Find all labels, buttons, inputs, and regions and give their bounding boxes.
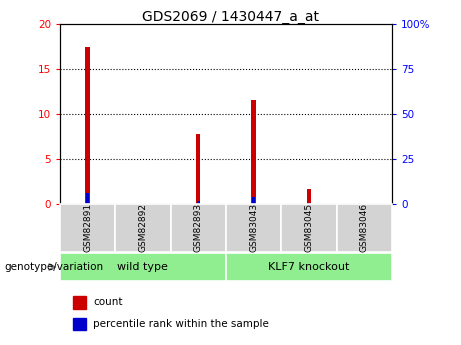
Text: GSM83045: GSM83045: [304, 203, 313, 252]
Bar: [73, 318, 87, 330]
Bar: [251, 100, 256, 204]
FancyBboxPatch shape: [115, 204, 171, 252]
Text: wild type: wild type: [118, 262, 168, 272]
Text: GSM83046: GSM83046: [360, 203, 369, 252]
Text: GSM82893: GSM82893: [194, 203, 203, 252]
FancyBboxPatch shape: [226, 253, 392, 281]
Text: GSM82891: GSM82891: [83, 203, 92, 252]
Bar: [252, 197, 255, 204]
Bar: [86, 193, 89, 204]
Bar: [196, 201, 200, 204]
FancyBboxPatch shape: [281, 204, 337, 252]
Bar: [85, 48, 90, 204]
Bar: [307, 189, 311, 204]
FancyBboxPatch shape: [337, 204, 392, 252]
FancyBboxPatch shape: [60, 253, 226, 281]
Text: genotype/variation: genotype/variation: [5, 262, 104, 272]
Text: percentile rank within the sample: percentile rank within the sample: [93, 319, 269, 329]
Bar: [73, 296, 87, 309]
FancyBboxPatch shape: [171, 204, 226, 252]
FancyBboxPatch shape: [226, 204, 281, 252]
Bar: [307, 203, 311, 204]
Text: GDS2069 / 1430447_a_at: GDS2069 / 1430447_a_at: [142, 10, 319, 24]
Text: KLF7 knockout: KLF7 knockout: [268, 262, 349, 272]
Text: count: count: [93, 297, 123, 307]
Text: GSM83043: GSM83043: [249, 203, 258, 252]
Bar: [196, 134, 201, 204]
Text: GSM82892: GSM82892: [138, 203, 148, 252]
FancyBboxPatch shape: [60, 204, 115, 252]
